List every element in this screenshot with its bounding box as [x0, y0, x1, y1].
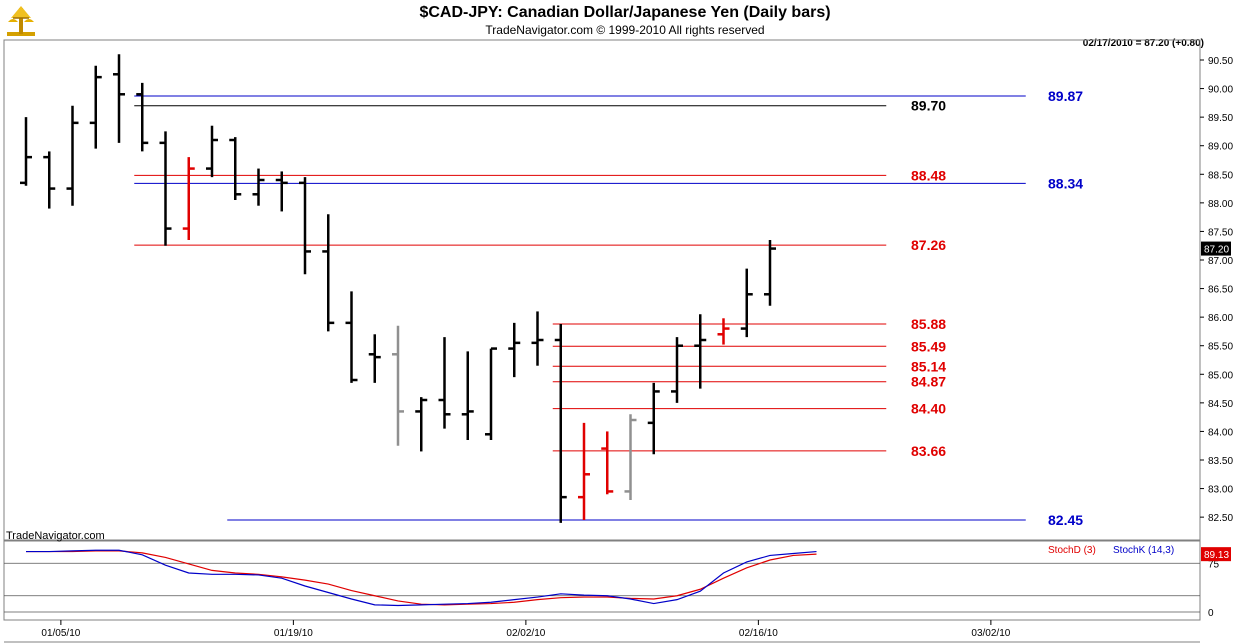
last-price-label: 87.20 — [1204, 245, 1229, 256]
stochastic-last-marker — [1201, 547, 1231, 562]
price-y-tick-label: 84.00 — [1208, 427, 1233, 438]
price-y-tick-label: 87.00 — [1208, 256, 1233, 267]
price-y-tick-label: 85.00 — [1208, 370, 1233, 381]
price-y-tick-label: 83.00 — [1208, 485, 1233, 496]
last-price-marker — [1201, 241, 1231, 256]
price-y-tick-label: 87.50 — [1208, 227, 1233, 238]
stochastic-legend-label: StochK (14,3) — [1113, 545, 1174, 556]
date-axis-label: 02/16/10 — [739, 628, 778, 639]
stochastic-panel-frame — [3, 540, 1201, 621]
price-y-tick-label: 85.50 — [1208, 342, 1233, 353]
date-axis-label: 01/05/10 — [41, 628, 80, 639]
price-level-label: 84.87 — [911, 374, 946, 390]
price-y-tick-label: 88.50 — [1208, 170, 1233, 181]
price-level-label: 83.66 — [911, 443, 946, 459]
date-axis-label: 02/02/10 — [506, 628, 545, 639]
stochastic-series-line — [26, 549, 817, 607]
price-y-tick-label: 84.50 — [1208, 399, 1233, 410]
stochastic-y-tick-label: 75 — [1208, 559, 1220, 570]
price-level-label: 87.26 — [911, 237, 946, 253]
price-level-label: 82.45 — [1048, 512, 1083, 528]
price-level-label: 88.48 — [911, 167, 946, 183]
stochastic-series-line — [26, 550, 817, 606]
price-y-tick-label: 86.00 — [1208, 313, 1233, 324]
stochastic-last-label: 89.13 — [1204, 550, 1229, 561]
price-level-label: 85.49 — [911, 338, 946, 354]
watermark-label: TradeNavigator.com — [6, 530, 105, 542]
chart-title: $CAD-JPY: Canadian Dollar/Japanese Yen (… — [419, 4, 831, 21]
price-y-tick-label: 82.50 — [1208, 513, 1233, 524]
trade-navigator-logo-icon — [5, 4, 37, 38]
price-panel-frame — [3, 39, 1201, 541]
chart-subtitle: TradeNavigator.com © 1999-2010 All right… — [485, 23, 765, 37]
price-y-tick-label: 90.50 — [1208, 56, 1233, 67]
price-level-label: 89.87 — [1048, 88, 1083, 104]
stochastic-y-tick-label: 0 — [1208, 608, 1214, 619]
date-axis-label: 01/19/10 — [274, 628, 313, 639]
last-quote: 02/17/2010 = 87.20 (+0.80) — [1082, 38, 1204, 49]
price-y-tick-label: 89.00 — [1208, 142, 1233, 153]
price-level-label: 85.14 — [911, 358, 946, 374]
price-level-label: 85.88 — [911, 316, 946, 332]
stochastic-legend-label: StochD (3) — [1048, 545, 1096, 556]
price-y-tick-label: 86.50 — [1208, 285, 1233, 296]
price-y-tick-label: 90.00 — [1208, 85, 1233, 96]
date-axis-label: 03/02/10 — [971, 628, 1010, 639]
price-level-label: 89.70 — [911, 98, 946, 114]
price-y-tick-label: 89.50 — [1208, 113, 1233, 124]
price-y-tick-label: 88.00 — [1208, 199, 1233, 210]
price-level-label: 88.34 — [1048, 175, 1083, 191]
price-y-tick-label: 83.50 — [1208, 456, 1233, 467]
price-level-label: 84.40 — [911, 401, 946, 417]
